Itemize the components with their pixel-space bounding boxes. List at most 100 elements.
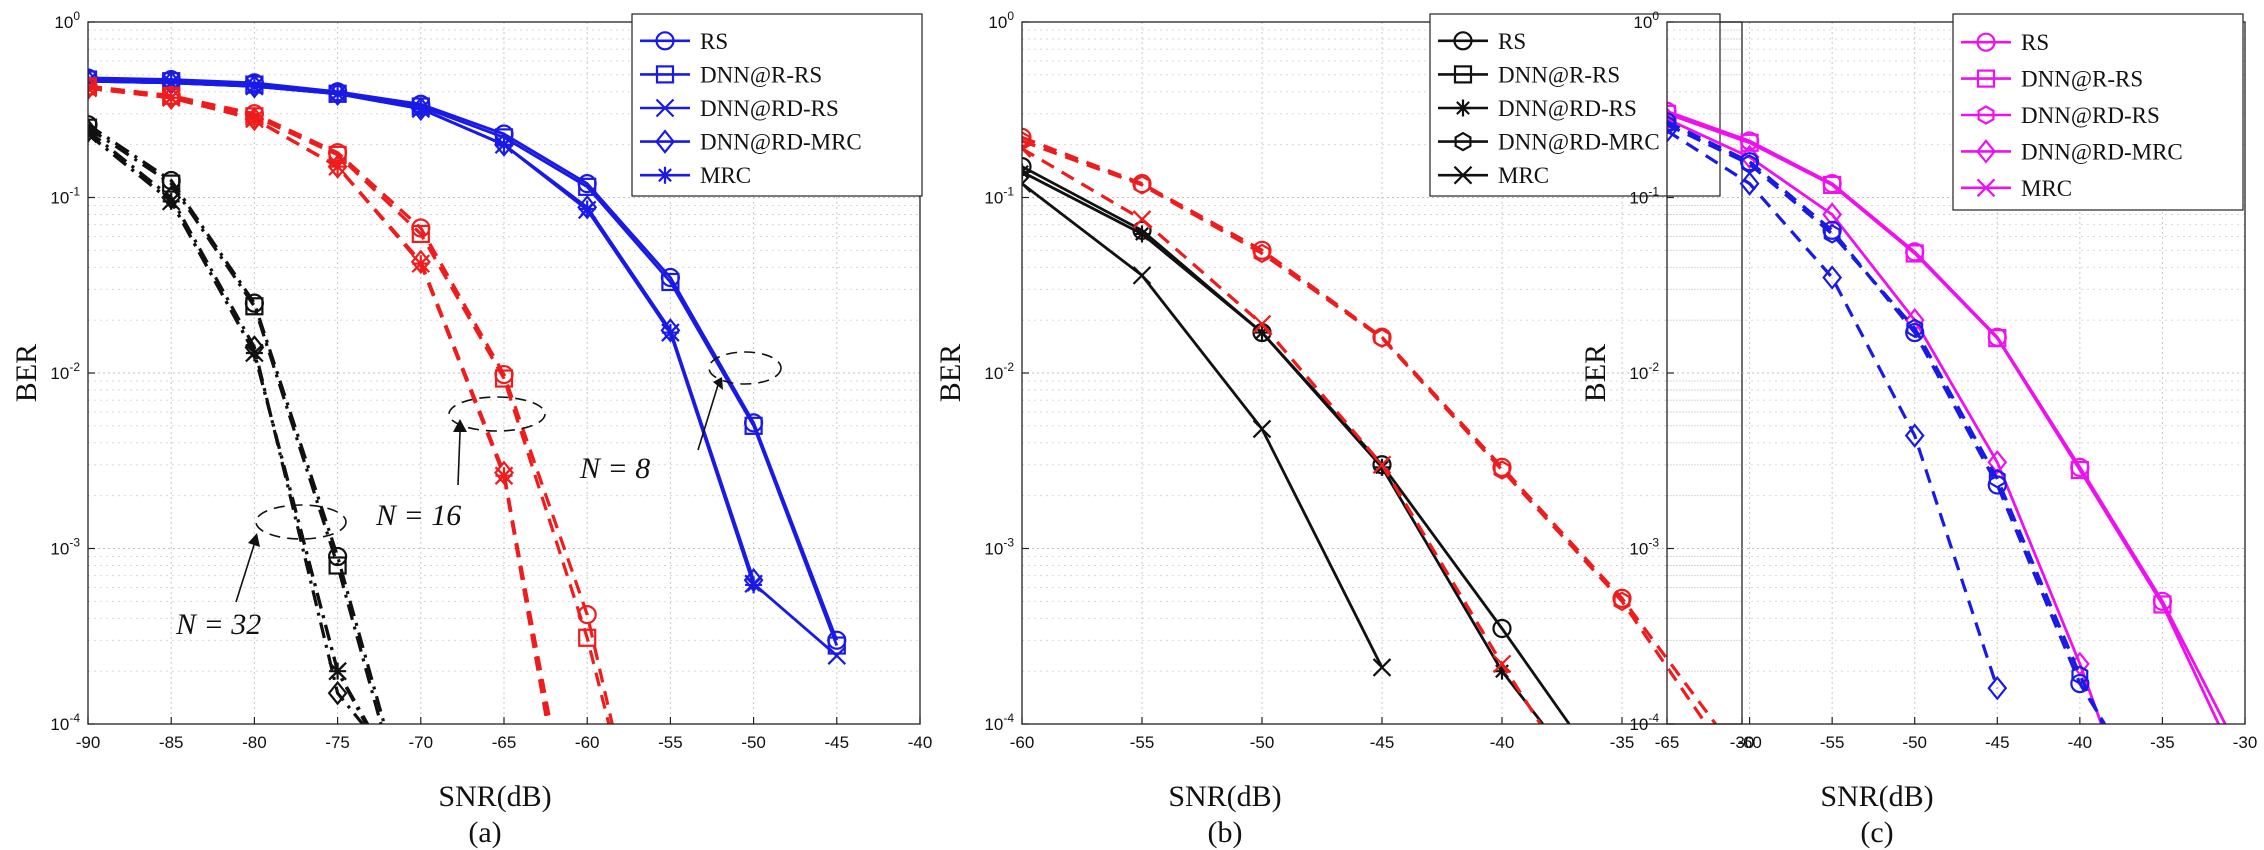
chart-panel-c: -65 -60 -55 -50 -45 -40 -35 -30 10010-110-210-3…: [1579, 9, 2257, 849]
data-point-marker: [412, 255, 430, 273]
data-point-marker: [1739, 144, 1760, 170]
series-line: [88, 126, 383, 724]
x-tick-label: -35: [2150, 733, 2175, 752]
data-point-marker: [1988, 468, 2006, 489]
data-point-marker: [162, 192, 180, 210]
x-tick-label: -55: [1130, 733, 1155, 752]
legend-marker: [1453, 65, 1473, 84]
y-tick-exp: -4: [69, 711, 80, 725]
legend-marker: [1976, 32, 1996, 52]
y-tick-exp: -3: [1648, 536, 1659, 550]
legend-label: DNN@RD-MRC: [2021, 139, 2183, 164]
series-line: [1667, 129, 1999, 689]
data-point-marker: [327, 81, 348, 107]
x-tick-label: -65: [492, 733, 517, 752]
series-line: [88, 86, 551, 724]
x-tick-label: -30: [1730, 733, 1755, 752]
legend-a: RS DNN@R-RS DNN@RD-RS DNN@RD-MRC MRC: [631, 13, 923, 197]
data-point-marker: [1905, 244, 1924, 263]
y-tick-base: 10: [1629, 189, 1648, 208]
series-group-a: [88, 68, 847, 724]
y-tick-label: 10-2: [984, 360, 1014, 383]
series-line: [1022, 165, 1571, 724]
series-line: [88, 123, 386, 724]
x-tick-label: -50: [1902, 733, 1927, 752]
x-tick-label: -45: [1370, 733, 1395, 752]
data-point-marker: [745, 576, 763, 594]
data-point-marker: [1133, 175, 1151, 195]
legend-label: DNN@R-RS: [700, 62, 822, 87]
y-tick-exp: -3: [69, 536, 80, 550]
x-ticks-b: -60 -55 -50 -45 -40 -35 -30: [1010, 717, 1755, 752]
y-tick-exp: -1: [69, 185, 80, 199]
x-tick-label: -70: [409, 733, 434, 752]
data-point-marker: [1613, 591, 1631, 612]
legend-marker: [1976, 69, 1996, 88]
y-tick-exp: -2: [1648, 360, 1659, 374]
x-tick-label: -55: [658, 733, 683, 752]
ellipse-n16: [448, 396, 546, 432]
series-line: [1667, 120, 2106, 724]
panel-label-a: (a): [468, 816, 501, 849]
legend-label: DNN@R-RS: [2021, 67, 2143, 92]
legend-label: DNN@RD-MRC: [1498, 130, 1660, 155]
data-point-marker: [245, 77, 263, 95]
x-tick-label: -75: [325, 733, 350, 752]
data-point-marker: [2070, 460, 2089, 480]
y-tick-base: 10: [984, 364, 1003, 383]
legend-label: RS: [700, 29, 728, 54]
legend-marker: [1977, 105, 1995, 125]
data-point-marker: [1740, 133, 1759, 152]
x-tick-label: -45: [1985, 733, 2010, 752]
data-point-marker: [1492, 654, 1512, 674]
y-tick-base: 10: [1629, 540, 1648, 559]
grid-lines-b: [1021, 21, 1743, 725]
y-tick-base: 10: [984, 540, 1003, 559]
data-point-marker: [329, 662, 347, 680]
data-point-marker: [1022, 156, 1032, 177]
y-tick-label: 10-1: [1629, 185, 1659, 208]
data-point-marker: [328, 556, 347, 575]
data-point-marker: [1988, 329, 2007, 348]
x-tick-label: -35: [1610, 733, 1635, 752]
data-point-marker: [162, 74, 180, 92]
y-tick-label: 10-4: [1629, 711, 1659, 734]
legend-marker: [655, 129, 675, 154]
data-point-marker: [661, 324, 679, 342]
data-point-marker: [494, 369, 514, 388]
y-tick-label: 10-4: [50, 711, 80, 734]
data-point-marker: [1987, 675, 2008, 701]
y-tick-exp: -4: [1648, 711, 1659, 725]
y-tick-base: 10: [1629, 715, 1648, 734]
series-line: [1022, 147, 1542, 724]
annotation-n8: N = 8: [579, 452, 650, 485]
arrowhead-n32: [248, 533, 260, 547]
y-tick-label: 10-2: [1629, 360, 1659, 383]
data-point-marker: [1667, 114, 1676, 135]
series-group-b: [1022, 127, 1717, 724]
x-tick-label: -85: [159, 733, 184, 752]
data-point-marker: [1253, 324, 1271, 342]
series-line: [88, 86, 553, 724]
y-tick-exp: -1: [1648, 185, 1659, 199]
y-tick-exp: -3: [1003, 536, 1014, 550]
data-point-marker: [1022, 131, 1031, 151]
data-point-marker: [329, 158, 347, 176]
y-tick-base: 10: [50, 364, 69, 383]
y-tick-base: 10: [988, 13, 1007, 32]
data-point-marker: [161, 85, 182, 111]
panel-label-c: (c): [1860, 816, 1893, 849]
ellipse-n8: [708, 351, 782, 385]
data-point-marker: [2070, 673, 2090, 694]
data-point-marker: [1252, 314, 1272, 334]
data-point-marker: [1372, 455, 1392, 475]
arrow-n8: [697, 384, 719, 451]
annotation-n32: N = 32: [175, 608, 261, 641]
y-tick-exp: -1: [1003, 185, 1014, 199]
ellipse-n32: [255, 504, 347, 540]
legend-marker: [1453, 31, 1473, 51]
x-axis-label-a: SNR(dB): [438, 780, 551, 813]
x-tick-label: -60: [575, 733, 600, 752]
